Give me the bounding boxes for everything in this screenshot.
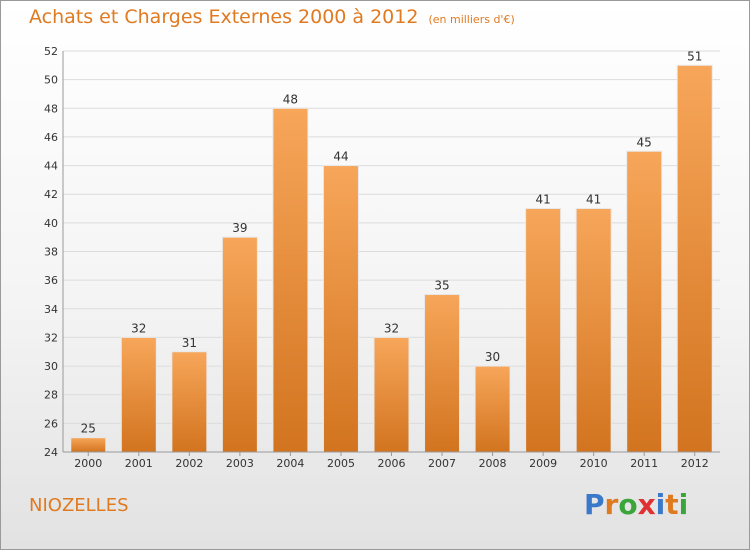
y-tick-label: 32 <box>44 331 58 344</box>
y-tick-label: 34 <box>44 303 58 316</box>
y-tick-label: 38 <box>44 246 58 259</box>
x-tick-label: 2006 <box>378 457 406 470</box>
bar <box>626 150 663 453</box>
value-label: 30 <box>485 350 500 364</box>
logo-letter: i <box>678 488 689 521</box>
value-label: 32 <box>131 321 146 335</box>
x-tick-label: 2012 <box>681 457 709 470</box>
value-label: 48 <box>283 92 298 106</box>
chart-subtitle: (en milliers d'€) <box>428 13 515 26</box>
y-tick-label: 48 <box>44 102 58 115</box>
y-tick-label: 42 <box>44 188 58 201</box>
bar-layer: 25 32 31 39 48 44 32 35 30 41 41 45 51 <box>70 49 713 453</box>
value-label: 32 <box>384 321 399 335</box>
x-tick-label: 2005 <box>327 457 355 470</box>
value-label: 41 <box>535 193 550 207</box>
value-label: 51 <box>687 49 702 63</box>
y-tick-label: 50 <box>44 74 58 87</box>
x-tick-label: 2011 <box>630 457 658 470</box>
bar <box>676 64 713 453</box>
logo-letter: P <box>584 488 605 521</box>
value-label: 45 <box>637 135 652 149</box>
bar <box>272 107 309 453</box>
bar <box>373 336 410 453</box>
bar <box>474 365 511 453</box>
y-tick-label: 30 <box>44 360 58 373</box>
logo-letter: o <box>618 488 638 521</box>
y-tick-label: 46 <box>44 131 58 144</box>
y-tick-label: 40 <box>44 217 58 230</box>
proxiti-logo: Proxiti <box>584 488 688 521</box>
value-label: 35 <box>434 278 449 292</box>
chart-title: Achats et Charges Externes 2000 à 2012 <box>29 6 419 28</box>
y-tick-label: 24 <box>44 446 58 459</box>
x-tick-label: 2004 <box>276 457 304 470</box>
y-tick-label: 36 <box>44 274 58 287</box>
bar <box>424 293 461 453</box>
x-tick-label: 2007 <box>428 457 456 470</box>
value-label: 41 <box>586 193 601 207</box>
x-tick-label: 2003 <box>226 457 254 470</box>
x-tick-label: 2002 <box>175 457 203 470</box>
bar <box>322 165 359 453</box>
bar <box>525 208 562 453</box>
bar <box>70 437 107 453</box>
y-tick-label: 44 <box>44 160 58 173</box>
logo-letter: i <box>655 488 666 521</box>
title-row: Achats et Charges Externes 2000 à 2012 (e… <box>29 6 515 28</box>
logo-letter: x <box>637 488 656 521</box>
bar <box>221 236 258 453</box>
commune-name: NIOZELLES <box>29 495 129 516</box>
axis-layer: 24 26 28 30 32 34 36 38 40 42 44 46 48 50 52 2000 2001 20… <box>44 45 720 470</box>
value-label: 31 <box>182 336 197 350</box>
bar <box>575 208 612 453</box>
value-label: 39 <box>232 221 247 235</box>
logo-letter: r <box>604 488 619 521</box>
y-tick-label: 26 <box>44 417 58 430</box>
x-tick-label: 2009 <box>529 457 557 470</box>
x-tick-label: 2000 <box>74 457 102 470</box>
bar <box>120 336 157 453</box>
x-tick-label: 2001 <box>125 457 153 470</box>
y-tick-label: 52 <box>44 45 58 58</box>
bar <box>171 351 208 453</box>
x-tick-label: 2008 <box>479 457 507 470</box>
value-label: 25 <box>81 422 96 436</box>
y-tick-label: 28 <box>44 389 58 402</box>
x-tick-label: 2010 <box>580 457 608 470</box>
logo-letter: t <box>665 488 679 521</box>
value-label: 44 <box>333 150 348 164</box>
